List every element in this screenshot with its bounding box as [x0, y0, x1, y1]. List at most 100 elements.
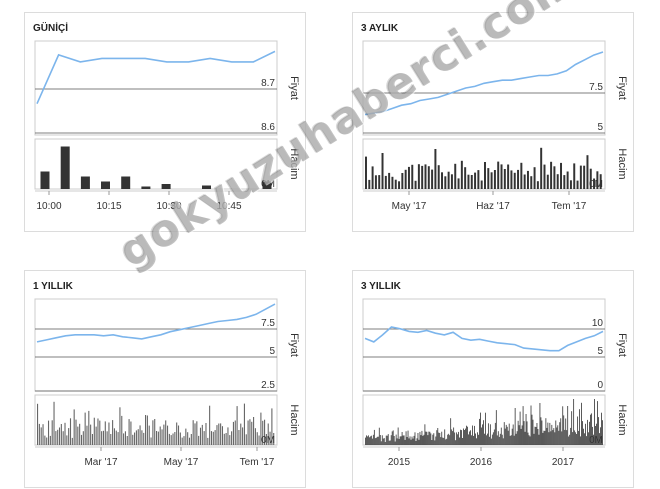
volume-bar [416, 438, 418, 445]
volume-bar [229, 435, 231, 445]
volume-bar [460, 429, 461, 445]
volume-bar [598, 417, 599, 445]
volume-bar [365, 156, 367, 189]
volume-bar [367, 435, 369, 445]
panel-title: 3 AYLIK [361, 23, 399, 34]
volume-bar [406, 437, 408, 445]
volume-bar [423, 434, 425, 445]
x-tick-label: 10:45 [216, 201, 241, 212]
volume-bar [199, 427, 202, 445]
volume-bar [402, 435, 404, 445]
volume-bar [121, 415, 123, 445]
volume-bar [245, 434, 247, 445]
volume-bar [80, 176, 90, 189]
volume-bar [500, 427, 502, 445]
volume-bar [231, 431, 233, 445]
volume-bar [576, 434, 578, 445]
price-tick-label: 7.5 [589, 82, 603, 93]
volume-bar [533, 167, 536, 189]
volume-bar [77, 426, 79, 445]
volume-bar [411, 436, 413, 445]
volume-bar [545, 418, 547, 445]
volume-bar [503, 422, 505, 445]
volume-bar [473, 435, 474, 445]
volume-bar [434, 149, 437, 189]
volume-bar [124, 431, 126, 445]
volume-bar [548, 432, 550, 445]
volume-bar [188, 437, 191, 445]
volume-bar [192, 420, 194, 445]
volume-bar [407, 166, 410, 189]
volume-bar [470, 175, 473, 189]
volume-bar [369, 436, 371, 445]
price-tick-label: 5 [597, 122, 603, 133]
volume-bar [487, 423, 489, 445]
volume-bar [57, 429, 59, 445]
volume-bar [427, 435, 429, 445]
volume-bar [484, 162, 486, 189]
volume-bar [242, 427, 244, 445]
volume-bar [183, 436, 185, 445]
volume-bar [418, 439, 420, 445]
volume-bar [112, 420, 114, 445]
volume-bar [463, 428, 464, 445]
volume-bar [526, 421, 528, 445]
volume-bar [82, 431, 84, 445]
volume-bar [391, 176, 394, 189]
x-tick-label: Mar '17 [84, 457, 117, 468]
volume-bar [454, 432, 456, 445]
volume-bar [386, 435, 388, 445]
volume-bar [409, 436, 411, 445]
volume-bar [91, 434, 94, 445]
volume-bar [384, 442, 386, 445]
volume-bar [73, 409, 75, 445]
volume-bar [174, 432, 176, 445]
volume-bar [510, 435, 512, 445]
volume-bar [400, 436, 402, 445]
volume-bar [446, 438, 448, 445]
volume-bar [515, 433, 517, 445]
volume-bar [123, 433, 125, 445]
price-tick-label: 8.6 [261, 122, 275, 133]
price-axis-label: Fiyat [616, 333, 628, 357]
volume-bar [269, 431, 271, 445]
volume-bar [97, 418, 99, 445]
x-tick-label: 2015 [388, 457, 411, 468]
volume-bar [460, 160, 463, 189]
panel-intraday: GÜNİÇİ 8.7 8.6 0M Fiyat Hacim 10:00 10:15 10:30… [24, 12, 306, 232]
volume-bar [152, 420, 154, 445]
three-year-chart: 10 5 0 0M Fiyat Hacim 2015 2016 2017 [362, 298, 628, 468]
volume-bar [581, 402, 582, 445]
volume-bar [190, 434, 192, 445]
volume-bar [444, 429, 446, 445]
volume-bar [497, 431, 499, 445]
volume-bar [559, 422, 561, 445]
volume-bar [411, 164, 414, 189]
volume-bar [432, 434, 434, 445]
x-tick-label: 10:15 [96, 201, 121, 212]
volume-bar [440, 437, 442, 445]
volume-tick-label: 0M [589, 179, 603, 190]
volume-tick-label: 0M [589, 435, 603, 446]
volume-bar [579, 409, 580, 445]
volume-bar [583, 428, 584, 445]
volume-bar [168, 433, 170, 445]
volume-bar [436, 430, 438, 445]
volume-bar [251, 421, 253, 445]
volume-bar [139, 425, 141, 445]
volume-bar [439, 433, 441, 445]
volume-bar [506, 426, 508, 445]
volume-bar [547, 422, 549, 445]
volume-bar [530, 176, 533, 189]
volume-bar [396, 438, 398, 445]
volume-bar [477, 432, 478, 445]
volume-bar [566, 171, 569, 189]
volume-bar [177, 425, 180, 445]
volume-bar [159, 426, 161, 445]
volume-bar [392, 430, 394, 445]
volume-bar [388, 440, 390, 445]
volume-bar [243, 403, 245, 445]
volume-bar [517, 420, 519, 445]
volume-bar [238, 430, 240, 445]
volume-bar [380, 441, 382, 445]
